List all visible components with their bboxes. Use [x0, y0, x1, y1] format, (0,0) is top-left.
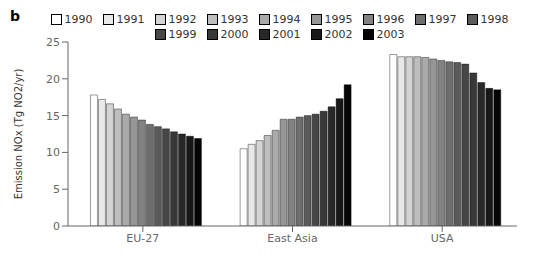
- svg-text:25: 25: [46, 36, 60, 49]
- html-text:2003: 2003: [376, 28, 405, 41]
- svg-text:0: 0: [53, 220, 60, 233]
- svg-text:East Asia: East Asia: [267, 232, 317, 245]
- svg-text:EU-27: EU-27: [126, 232, 159, 245]
- svg-text:20: 20: [46, 73, 60, 86]
- html-text:1999: 1999: [168, 28, 197, 41]
- svg-text:5: 5: [53, 183, 60, 196]
- html-text:2001: 2001: [272, 28, 301, 41]
- svg-text:Emission NOx (Tg NO2/yr): Emission NOx (Tg NO2/yr): [13, 69, 24, 200]
- html-text:1994: 1994: [272, 13, 301, 26]
- html-text:1992: 1992: [168, 13, 197, 26]
- html-text:1993: 1993: [220, 13, 249, 26]
- svg-text:10: 10: [46, 146, 60, 159]
- svg-text:15: 15: [46, 110, 60, 123]
- html-text:1990: 1990: [64, 13, 93, 26]
- html-text:1995: 1995: [324, 13, 353, 26]
- html-text:2000: 2000: [220, 28, 249, 41]
- svg-text:USA: USA: [431, 232, 454, 245]
- html-text:1998: 1998: [480, 13, 509, 26]
- html-text:2002: 2002: [324, 28, 353, 41]
- html-text:b: b: [10, 8, 20, 24]
- html-text:1997: 1997: [428, 13, 457, 26]
- html-text:1991: 1991: [116, 13, 145, 26]
- html-text:1996: 1996: [376, 13, 405, 26]
